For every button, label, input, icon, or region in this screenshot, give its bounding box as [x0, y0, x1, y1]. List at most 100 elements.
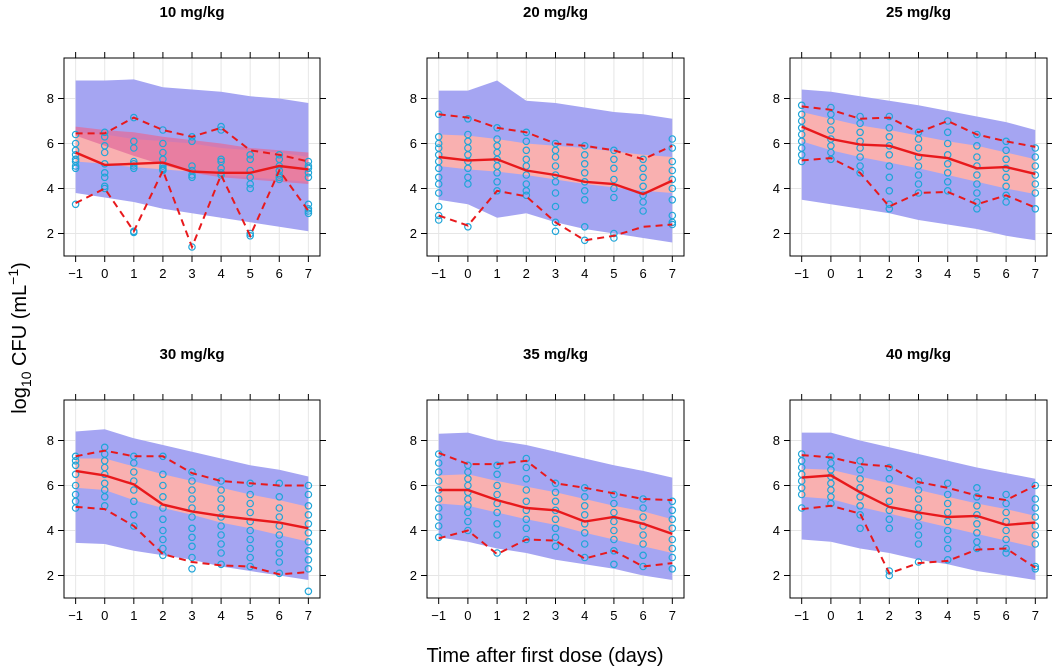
observed-point: [246, 553, 255, 562]
x-tick-label: 1: [130, 608, 137, 623]
observed-point: [551, 497, 560, 506]
observed-point: [304, 205, 313, 213]
observed-point: [1031, 495, 1040, 503]
y-tick-label: 8: [47, 91, 54, 106]
y-tick-label: 8: [773, 91, 780, 106]
observed-point: [943, 499, 952, 508]
observed-point: [580, 151, 589, 159]
observed-point: [217, 122, 225, 131]
observed-point: [275, 558, 284, 566]
observed-point: [856, 456, 864, 465]
observed-point: [668, 184, 677, 193]
x-tick-label: 3: [552, 608, 559, 623]
observed-point: [304, 510, 313, 519]
observed-point: [434, 459, 443, 467]
observed-point: [973, 528, 981, 537]
panel-plot: [434, 80, 677, 245]
observed-point: [610, 184, 618, 193]
y-axis-title-unit: CFU (mL: [9, 285, 31, 372]
observed-point: [464, 223, 472, 231]
observed-point: [304, 555, 313, 564]
observed-point: [275, 513, 284, 521]
observed-point: [551, 488, 560, 497]
x-tick-label: 6: [639, 608, 646, 623]
observed-point: [1031, 513, 1040, 521]
x-tick-label: 4: [217, 608, 224, 623]
observed-p5-line: [75, 505, 309, 576]
x-tick-label: 6: [1002, 608, 1009, 623]
observed-point: [100, 173, 109, 182]
observed-point: [188, 564, 196, 573]
observed-point: [493, 481, 501, 490]
x-tick-label: 2: [886, 608, 893, 623]
observed-point: [304, 169, 313, 177]
observed-point: [973, 153, 981, 161]
observed-point: [246, 180, 255, 188]
panel-4: 30 mg/kg −1 0 1 2 3 4 5 6 7 2 4 6 8: [47, 346, 326, 623]
observed-point: [856, 510, 864, 519]
observed-median-line: [801, 474, 1036, 527]
observed-point: [304, 519, 313, 528]
observed-point: [1002, 549, 1010, 557]
y-tick-label: 4: [773, 523, 780, 538]
observed-point: [246, 535, 255, 544]
x-tick-label: 0: [827, 266, 834, 281]
observed-point: [71, 164, 80, 173]
observed-point: [639, 207, 647, 215]
panel-title: 10 mg/kg: [159, 4, 224, 21]
x-tick-label: −1: [794, 266, 809, 281]
x-tick-label: 5: [247, 608, 254, 623]
observed-point: [275, 531, 284, 539]
x-tick-label: 2: [523, 608, 530, 623]
x-tick-label: 6: [1002, 266, 1009, 281]
observed-point: [522, 515, 531, 524]
observed-point: [1031, 180, 1040, 188]
x-tick-label: 4: [217, 266, 224, 281]
observed-point: [943, 555, 952, 564]
observed-p5-line: [438, 529, 673, 568]
observed-point: [943, 178, 952, 186]
y-tick-label: 2: [773, 568, 780, 583]
observed-point: [914, 504, 923, 512]
x-tick-label: 3: [188, 608, 195, 623]
y-tick-label: 4: [410, 523, 417, 538]
observed-point: [610, 499, 618, 508]
y-tick-label: 4: [47, 181, 54, 196]
x-tick-label: 7: [305, 608, 312, 623]
observed-point: [885, 497, 894, 506]
y-tick-label: 4: [410, 181, 417, 196]
observed-point: [943, 139, 952, 148]
observed-point: [522, 497, 531, 506]
observed-point: [304, 501, 313, 510]
observed-point: [914, 135, 923, 143]
observed-point: [434, 504, 443, 512]
observed-point: [580, 510, 589, 519]
panel-1: 10 mg/kg −1 0 1 2 3 4 5 6 7 2 4 6 8: [47, 4, 326, 281]
y-tick-label: 6: [773, 136, 780, 151]
observed-p5-line: [801, 157, 1036, 209]
observed-point: [580, 501, 589, 510]
x-tick-label: 1: [856, 266, 863, 281]
observed-point: [304, 490, 313, 499]
observed-point: [1031, 171, 1040, 179]
observed-point: [551, 202, 560, 211]
observed-median-line: [438, 155, 673, 196]
median-prediction-band: [801, 112, 1036, 195]
observed-point: [275, 549, 284, 557]
observed-point: [246, 490, 255, 499]
observed-point: [1031, 564, 1040, 573]
observed-point: [580, 169, 589, 177]
observed-point: [522, 524, 531, 533]
x-tick-label: 3: [188, 266, 195, 281]
x-tick-label: −1: [68, 266, 83, 281]
observed-point: [797, 101, 806, 110]
observed-point: [493, 519, 501, 528]
observed-point: [217, 522, 225, 530]
observed-median-line: [75, 151, 309, 174]
observed-point: [275, 173, 284, 182]
observed-point: [580, 187, 589, 195]
observed-point: [130, 510, 138, 519]
observed-point: [1031, 144, 1040, 152]
observed-point: [668, 535, 677, 544]
observed-point: [434, 202, 443, 211]
